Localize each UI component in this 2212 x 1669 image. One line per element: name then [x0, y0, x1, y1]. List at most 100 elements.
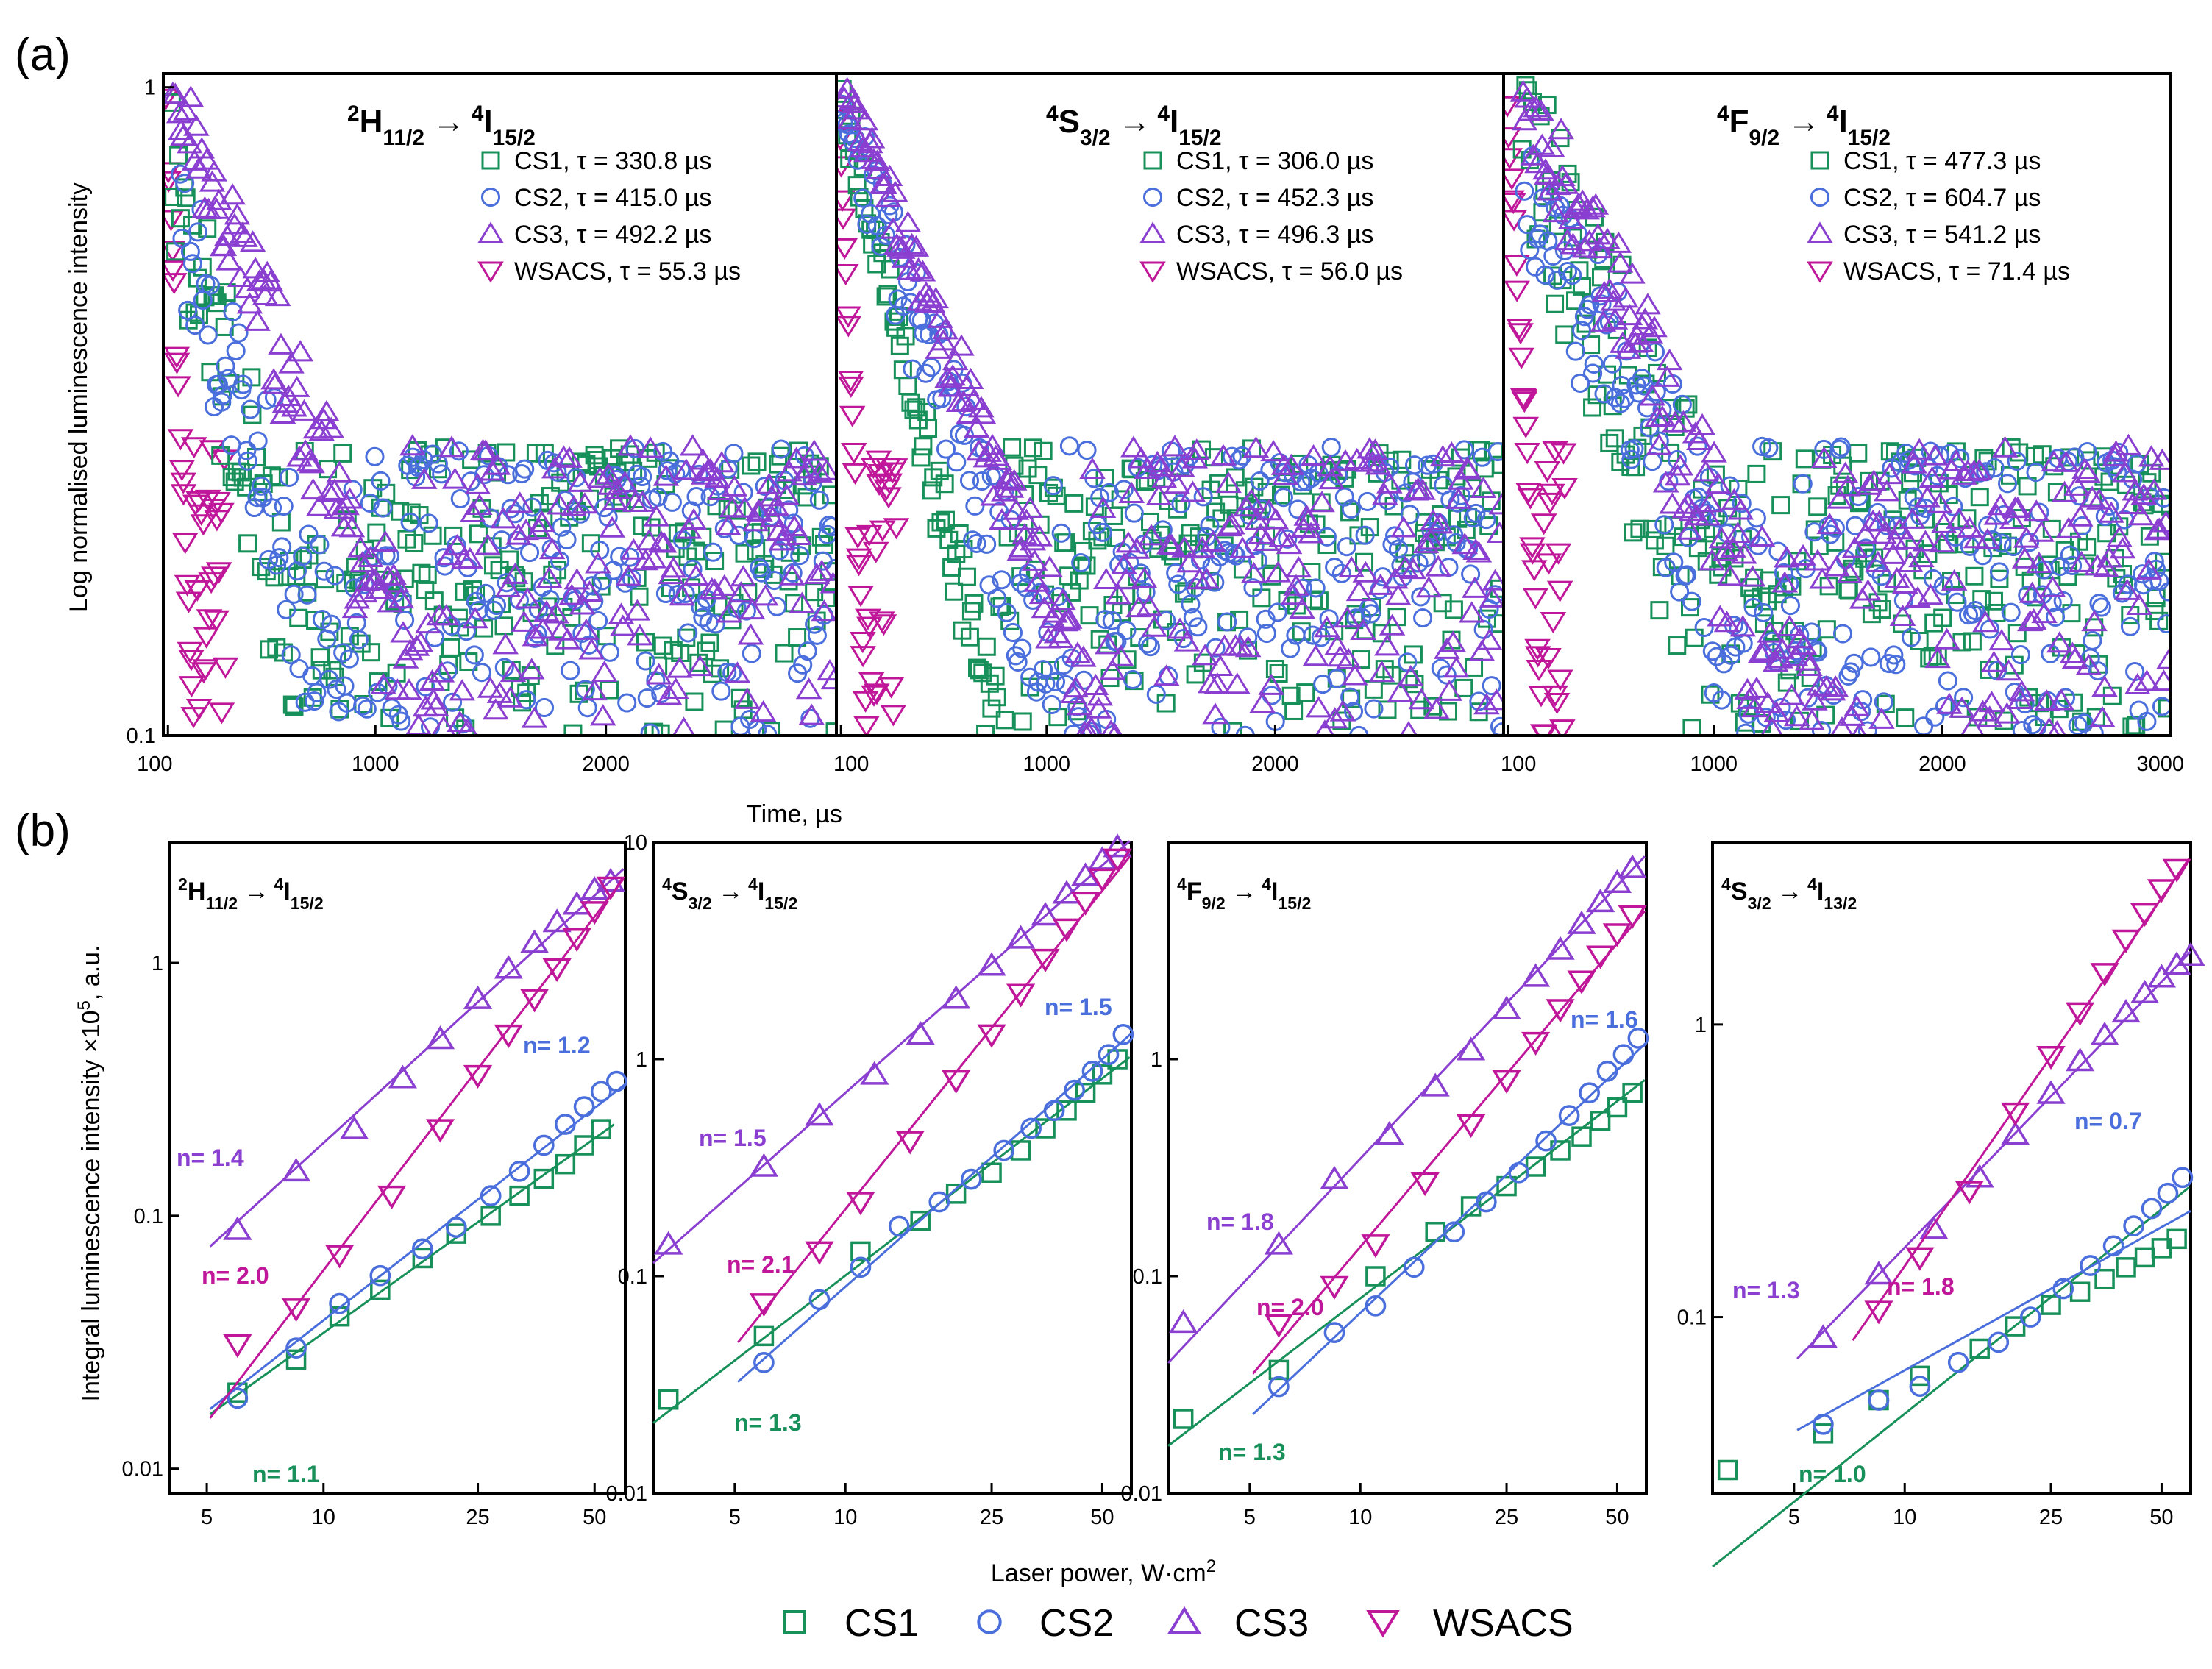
cs3-point [716, 601, 743, 623]
y-axis-label-tail: , a.u. [77, 945, 105, 1001]
cs3-point [1216, 514, 1243, 537]
cs3-point [1635, 293, 1661, 315]
cs3-point [2176, 942, 2205, 966]
cs3-point [543, 602, 569, 624]
cs2-point [339, 649, 359, 669]
cs3-point [1924, 647, 1951, 669]
cs3-point [1458, 601, 1485, 623]
cs1-point [1525, 1156, 1546, 1177]
wsacs-point [881, 458, 908, 480]
cs3-point [572, 492, 598, 514]
cs1-point [2005, 1316, 2026, 1337]
cs3-point [383, 571, 410, 593]
cs3-point [344, 587, 371, 609]
cs1-point [1717, 1459, 1738, 1481]
cs3-point [2115, 433, 2142, 455]
cs3-point [645, 663, 672, 685]
cs1-point [1656, 536, 1675, 555]
cs3-point [172, 99, 199, 121]
cs2-point [1102, 611, 1122, 630]
cs3-point [1056, 607, 1083, 629]
cs2-point [1423, 454, 1443, 474]
cs1-point [316, 570, 335, 589]
cs2-point [325, 566, 345, 586]
y-tick-label: 0.01 [1121, 1482, 1162, 1506]
cs3-point [1064, 641, 1091, 663]
cs2-point [198, 325, 218, 345]
cs3-point [1070, 862, 1100, 886]
cs2-point [711, 681, 731, 701]
cs1-point [727, 501, 746, 520]
cs3-point [1465, 541, 1493, 563]
cs1-point [1987, 603, 2006, 622]
cs3-point [2036, 1080, 2066, 1104]
cs2-point [1400, 505, 1420, 524]
cs3-point [2126, 593, 2152, 616]
cs3-point [711, 574, 738, 596]
cs2-point [1183, 608, 1203, 627]
cs3-point [1026, 524, 1053, 547]
cs1-point [1591, 268, 1610, 287]
cs1-point [1590, 1111, 1611, 1131]
cs3-point [1724, 521, 1752, 544]
cs3-point [1298, 522, 1324, 544]
cs3-point [1897, 550, 1924, 572]
cs2-point [533, 1134, 555, 1156]
wsacs-point [2162, 858, 2191, 883]
cs3-point [749, 1153, 779, 1177]
cs2-point [1643, 452, 1662, 471]
cs3-point [2011, 547, 2038, 569]
cs2-point [1444, 525, 1464, 545]
cs2-point [305, 691, 324, 711]
y-axis-label: Log normalised luminescence intensity [65, 182, 93, 612]
cs2-point [617, 693, 637, 713]
cs1-point [1849, 444, 1868, 463]
cs3-point [1686, 428, 1713, 450]
cs3-point [2098, 501, 2124, 523]
cs1-point [700, 633, 719, 652]
cs3-point [942, 985, 971, 1009]
slope-label-cs3: n= 1.4 [177, 1145, 244, 1171]
cs3-point [763, 494, 789, 516]
cs1-point [591, 1119, 611, 1139]
cs3-point [1438, 441, 1465, 463]
cs3-point [163, 82, 189, 104]
cs2-point [226, 341, 246, 360]
cs3-point [858, 127, 886, 149]
cs2-point [947, 452, 967, 472]
cs3-point [1721, 488, 1748, 510]
cs1-point [2166, 1228, 2187, 1250]
slope-label-cs2: n= 1.5 [1045, 994, 1112, 1020]
cs2-point [208, 374, 228, 394]
cs3-point [546, 493, 573, 515]
cs2-point [1250, 471, 1270, 491]
cs2-point [1364, 699, 1384, 719]
cs3-point [1619, 262, 1646, 284]
cs2-point [1166, 563, 1186, 583]
cs2-point [369, 1264, 391, 1287]
cs3-point [2156, 647, 2171, 669]
cs2-point [1832, 624, 1853, 644]
fit-line-cs1 [209, 1123, 615, 1415]
cs3-point [1285, 555, 1312, 578]
slope-label-cs2: n= 0.7 [2074, 1108, 2142, 1134]
cs2-point [1042, 694, 1061, 715]
cs3-point [1835, 474, 1861, 497]
cs2-point [2142, 571, 2162, 591]
wsacs-point [1515, 483, 1542, 505]
title-term: H [360, 104, 383, 140]
cs2-point [561, 661, 580, 680]
wsacs-point [2001, 1102, 2030, 1126]
cs2-point [213, 385, 232, 405]
cs3-point [2067, 505, 2094, 527]
panel-title: 4S3/2 → 4I15/2 [1046, 102, 1221, 150]
cs2-point [1031, 583, 1050, 602]
cs3-point [2079, 485, 2105, 508]
cs3-point [484, 453, 511, 475]
plot-frame [168, 841, 627, 1495]
cs2-point [779, 500, 799, 520]
cs3-point [773, 483, 800, 505]
cs1-point [1782, 577, 1802, 596]
cs3-point [930, 329, 957, 351]
title-term: I [758, 878, 764, 905]
